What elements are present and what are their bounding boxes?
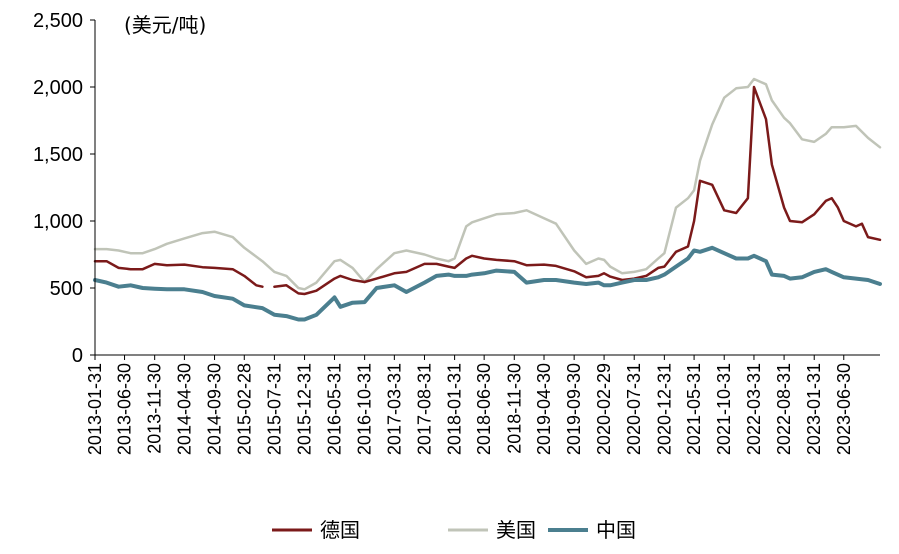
x-tick-label: 2013-01-31: [85, 363, 105, 455]
x-tick-label: 2016-05-31: [324, 363, 344, 455]
x-tick-label: 2014-04-30: [174, 363, 194, 455]
y-tick-label: 2,500: [33, 10, 83, 32]
x-tick-label: 2020-02-29: [594, 363, 614, 455]
series-line-germany: [273, 85, 882, 296]
x-tick-label: 2023-01-31: [804, 363, 824, 455]
y-axis-unit-label: (美元/吨): [124, 13, 206, 37]
legend: 德国 美国 中国: [272, 518, 636, 542]
x-tick-label: 2013-11-30: [145, 363, 165, 454]
y-tick-label: 2,000: [33, 77, 83, 99]
x-tick-label: 2019-09-30: [564, 363, 584, 455]
x-tick-label: 2020-12-31: [654, 363, 674, 455]
x-tick-label: 2018-01-31: [445, 363, 465, 455]
x-tick-label: 2018-11-30: [504, 363, 524, 454]
y-tick-label: 0: [72, 345, 83, 367]
x-tick-label: 2023-06-30: [834, 363, 854, 455]
x-tick-label: 2022-03-31: [744, 363, 764, 455]
x-tick-label: 2021-10-31: [714, 363, 734, 455]
legend-label: 德国: [320, 518, 360, 542]
x-tick-label: 2017-08-31: [414, 363, 434, 455]
x-tick-label: 2019-04-30: [534, 363, 554, 455]
x-tick-label: 2022-08-31: [774, 363, 794, 455]
series-line-germany: [93, 259, 264, 288]
x-tick-label: 2018-06-30: [474, 363, 494, 455]
x-tick-label: 2017-03-31: [384, 363, 404, 455]
y-tick-label: 1,000: [33, 211, 83, 233]
series-line-usa: [93, 77, 882, 291]
legend-label: 中国: [596, 518, 636, 542]
x-tick-label: 2015-12-31: [295, 363, 315, 455]
y-tick-label: 500: [50, 278, 83, 300]
series-line-china: [93, 245, 882, 322]
x-tick-label: 2020-07-31: [624, 363, 644, 455]
x-tick-label: 2016-10-31: [355, 363, 375, 455]
x-tick-label: 2013-06-30: [115, 363, 135, 455]
x-tick-label: 2021-05-31: [684, 363, 704, 455]
x-tick-label: 2014-09-30: [205, 363, 225, 455]
x-tick-label: 2015-02-28: [234, 363, 254, 455]
legend-label: 美国: [496, 518, 536, 542]
x-tick-label: 2015-07-31: [264, 363, 284, 455]
y-tick-label: 1,500: [33, 144, 83, 166]
